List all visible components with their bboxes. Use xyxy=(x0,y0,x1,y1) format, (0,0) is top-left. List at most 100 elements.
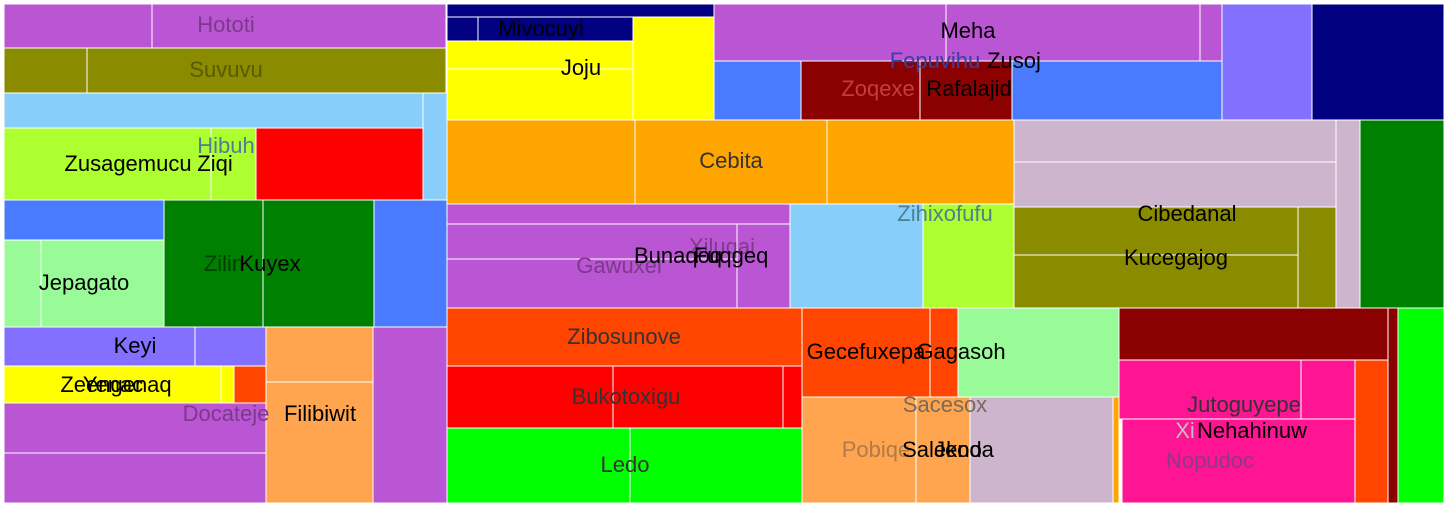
treemap-tile-label: Keyi xyxy=(114,333,157,358)
treemap-tile xyxy=(1013,119,1337,163)
treemap-tile-label: Xi xyxy=(1175,418,1195,443)
treemap-tile-label: Ziqi xyxy=(197,151,232,176)
treemap-tile xyxy=(1359,119,1445,309)
treemap-tile xyxy=(372,326,448,504)
treemap-tile xyxy=(422,92,448,201)
treemap-tile xyxy=(800,60,921,121)
treemap-tile-label: Jutoguyepe xyxy=(1187,392,1301,417)
treemap-tile xyxy=(3,239,42,328)
treemap-tile-label: Gawuxel xyxy=(576,253,662,278)
treemap-tile xyxy=(262,199,375,328)
treemap-tile xyxy=(632,16,715,121)
treemap-tile xyxy=(446,119,636,205)
treemap-tile xyxy=(446,68,634,121)
treemap-tile xyxy=(945,3,1201,62)
treemap-tile xyxy=(3,3,153,49)
treemap-tile xyxy=(255,127,424,201)
treemap-tile-label: Gecefuxepa xyxy=(807,339,926,364)
treemap-tile-label: Salekoda xyxy=(902,437,995,462)
treemap-tile-label: Zusoj xyxy=(987,48,1041,73)
treemap-tile-label: Zilin xyxy=(204,251,244,276)
treemap-tile xyxy=(233,365,267,404)
treemap-tile xyxy=(713,60,802,121)
treemap-tile-label: Ledo xyxy=(601,452,650,477)
treemap-tile-label: Jepagato xyxy=(39,270,130,295)
treemap-tile xyxy=(3,47,88,94)
treemap-tile xyxy=(86,47,447,94)
treemap-tile-label: Filibiwit xyxy=(284,401,356,426)
treemap-tile xyxy=(265,326,374,383)
treemap-tile xyxy=(151,3,447,49)
treemap-tile xyxy=(3,365,222,404)
treemap-tile xyxy=(919,60,1013,121)
treemap-tile xyxy=(1121,418,1356,504)
treemap-tile xyxy=(957,307,1120,398)
treemap-tile-label: Fepuvihu xyxy=(890,48,981,73)
treemap-tile-label: Joju xyxy=(561,55,601,80)
treemap-tile-label: Fuqgeq xyxy=(694,243,769,268)
treemap-tile xyxy=(801,307,931,398)
treemap-tile xyxy=(1199,3,1223,62)
treemap-tile xyxy=(713,3,947,62)
treemap-tile-label: Nehahinuw xyxy=(1197,418,1307,443)
treemap-tile xyxy=(1118,307,1389,361)
treemap-tile xyxy=(3,92,424,129)
treemap-tile xyxy=(3,199,165,241)
treemap-tile-label: Zibosunove xyxy=(567,324,681,349)
treemap-tile xyxy=(1221,3,1313,121)
treemap-tile xyxy=(446,16,479,42)
treemap-tile xyxy=(446,203,791,225)
treemap-tile-label: Jeno xyxy=(934,437,982,462)
treemap-tile xyxy=(1397,307,1445,504)
treemap-tile xyxy=(446,40,634,70)
treemap-tile-label: Bunaqoq xyxy=(634,243,722,268)
treemap-tile-label: Mivocuyi xyxy=(498,16,584,41)
treemap-tile xyxy=(220,365,235,404)
treemap-tile-label: Rafalajid xyxy=(926,76,1012,101)
treemap-tiles xyxy=(3,3,1445,504)
treemap-tile-label: Cebita xyxy=(699,148,763,173)
treemap-tile xyxy=(915,396,971,504)
treemap-tile xyxy=(1335,119,1361,309)
treemap-tile xyxy=(1387,307,1399,504)
treemap-tile xyxy=(3,326,196,367)
treemap-tile xyxy=(194,326,267,367)
treemap-tile-label: Nopudoc xyxy=(1166,448,1254,473)
treemap-tile-label: Bukotoxigu xyxy=(572,384,681,409)
treemap-tile xyxy=(801,396,917,504)
treemap-tile xyxy=(373,199,448,328)
treemap-tile xyxy=(446,365,614,429)
treemap-tile-label: Hibuh xyxy=(197,133,254,158)
treemap-tile-label: Zoqexe xyxy=(841,76,914,101)
treemap-tile xyxy=(40,239,165,328)
treemap-tile-label: Docateje xyxy=(183,401,270,426)
treemap-tile xyxy=(1011,60,1223,121)
treemap-tile-label: Yenac xyxy=(83,372,143,397)
treemap-tile xyxy=(922,203,1015,309)
treemap-tile-label: Cibedanal xyxy=(1137,201,1236,226)
treemap-tile-label: Pobiqe xyxy=(842,437,911,462)
treemap-tile-label: Meha xyxy=(940,18,996,43)
treemap-tile xyxy=(1112,396,1120,504)
treemap-tile-label: Kucegajog xyxy=(1124,245,1228,270)
treemap-tile-label: Zeengenaq xyxy=(60,372,171,397)
treemap-tile-label: Zihixofufu xyxy=(897,201,992,226)
treemap-tile xyxy=(929,307,959,398)
treemap-tile xyxy=(1013,206,1299,256)
treemap-tile xyxy=(1354,359,1389,504)
treemap-tile-label: Sacesox xyxy=(903,392,987,417)
treemap-tile-label: Zusagemucu xyxy=(64,151,191,176)
treemap-tile xyxy=(969,396,1114,504)
treemap-tile xyxy=(210,127,257,201)
treemap-tile-label: Hototi xyxy=(197,12,254,37)
treemap-tile xyxy=(3,452,267,504)
treemap-tile xyxy=(1311,3,1445,121)
treemap-tile xyxy=(1300,359,1356,420)
treemap-tile xyxy=(265,381,374,504)
treemap-tile-label: Kuyex xyxy=(239,251,300,276)
treemap-tile-label: Suvuvu xyxy=(189,57,262,82)
treemap-tile xyxy=(612,365,784,429)
treemap-tile xyxy=(1297,206,1337,309)
